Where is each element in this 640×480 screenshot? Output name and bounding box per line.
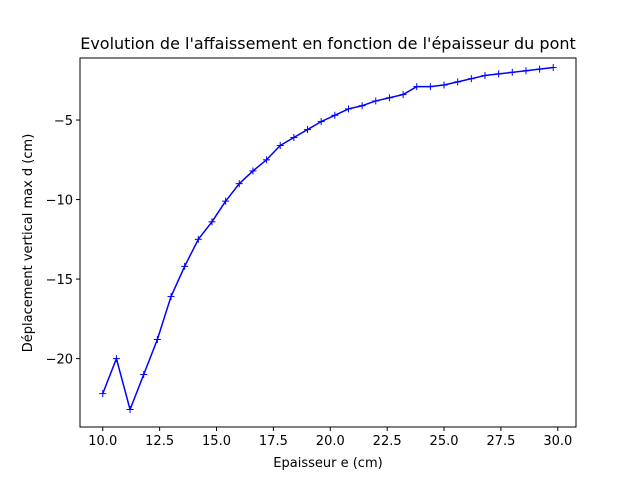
- chart-title: Evolution de l'affaissement en fonction …: [80, 34, 576, 53]
- data-point-marker: [536, 65, 544, 73]
- data-point-marker: [290, 134, 298, 142]
- y-tick-label: −15: [46, 273, 73, 288]
- data-point-marker: [167, 293, 175, 301]
- data-point-marker: [372, 97, 380, 105]
- x-tick-label: 12.5: [145, 434, 174, 449]
- x-tick-label: 27.5: [486, 434, 515, 449]
- x-axis-label: Epaisseur e (cm): [273, 456, 382, 471]
- data-point-marker: [331, 111, 339, 119]
- data-point-marker: [508, 68, 516, 76]
- y-tick-label: −5: [54, 114, 73, 129]
- plot-frame: [79, 57, 577, 428]
- y-axis-ticks: −20 −15 −10 −5: [46, 114, 80, 368]
- series-line: [102, 66, 554, 411]
- x-tick-label: 22.5: [373, 434, 402, 449]
- data-point-marker: [413, 83, 421, 91]
- data-point-marker: [399, 91, 407, 99]
- data-point-marker: [99, 390, 107, 398]
- data-point-marker: [495, 70, 503, 78]
- x-tick-label: 10.0: [88, 434, 117, 449]
- data-point-marker: [112, 355, 120, 363]
- x-axis-ticks: 10.0 12.5 15.0 17.5 20.0 22.5 25.0 27.5 30.0: [88, 427, 572, 449]
- x-tick-label: 30.0: [543, 434, 572, 449]
- x-tick-label: 15.0: [202, 434, 231, 449]
- data-point-marker: [549, 64, 557, 72]
- y-tick-label: −20: [46, 353, 73, 368]
- data-point-marker: [317, 118, 325, 126]
- series-layer: [99, 64, 557, 414]
- data-point-marker: [426, 83, 434, 91]
- data-point-marker: [249, 167, 257, 175]
- data-point-marker: [358, 102, 366, 110]
- data-point-marker: [263, 156, 271, 164]
- data-point-marker: [481, 71, 489, 79]
- data-point-marker: [304, 126, 312, 134]
- plot-area: [80, 58, 576, 427]
- x-tick-label: 17.5: [259, 434, 288, 449]
- data-point-marker: [208, 218, 216, 226]
- data-point-marker: [126, 406, 134, 414]
- data-point-marker: [140, 371, 148, 379]
- data-point-marker: [276, 141, 284, 149]
- data-point-marker: [235, 180, 243, 188]
- data-point-marker: [440, 81, 448, 89]
- data-point-marker: [194, 235, 202, 243]
- x-tick-label: 25.0: [430, 434, 459, 449]
- data-point-marker: [467, 75, 475, 83]
- x-tick-label: 20.0: [316, 434, 345, 449]
- data-point-marker: [181, 262, 189, 270]
- data-point-marker: [344, 105, 352, 113]
- data-point-marker: [153, 336, 161, 344]
- data-point-marker: [222, 197, 230, 205]
- data-point-marker: [522, 67, 530, 75]
- y-tick-label: −10: [46, 194, 73, 209]
- data-point-marker: [454, 78, 462, 86]
- data-point-marker: [385, 94, 393, 102]
- y-axis-label: Déplacement vertical max d (cm): [21, 134, 36, 353]
